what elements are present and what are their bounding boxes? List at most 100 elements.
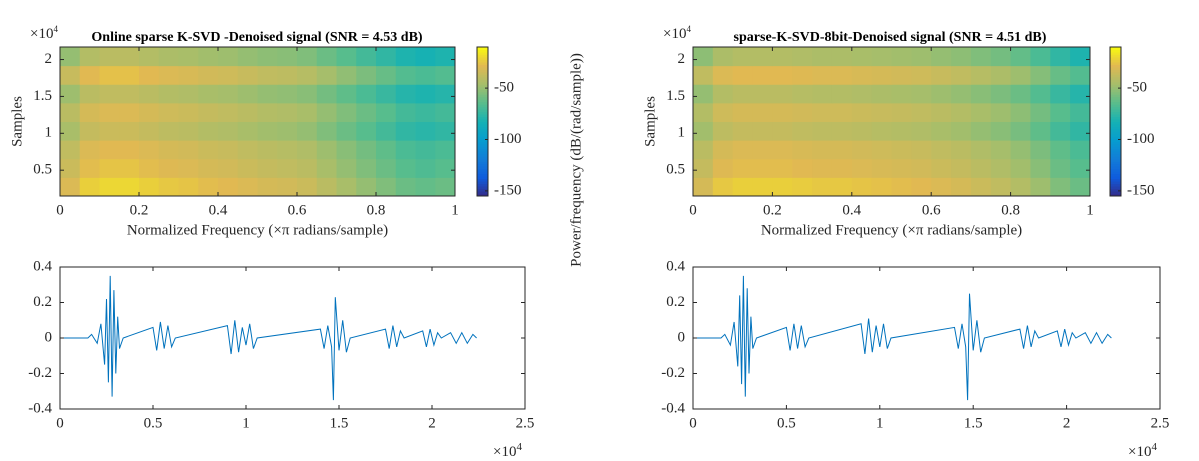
heatmap-cell (792, 47, 813, 67)
colorbar-swatch (477, 96, 488, 100)
heatmap-cell (119, 102, 140, 122)
heatmap-cell (178, 65, 199, 85)
colorbar-swatch (1110, 119, 1121, 122)
heatmap-cell (831, 140, 853, 160)
x-scale-label: ×104 (1128, 441, 1157, 461)
heatmap-cell (851, 47, 873, 67)
heatmap-cell (158, 47, 179, 67)
heatmap-cell (158, 65, 179, 85)
colorbar-swatch (1110, 84, 1121, 88)
heatmap-cell (139, 158, 160, 178)
colorbar-swatch (477, 153, 488, 157)
heatmap-cell (316, 140, 337, 160)
axes-box (692, 46, 1091, 197)
heatmap-cell (297, 140, 318, 160)
x-scale-label: ×104 (493, 441, 522, 461)
heatmap-cell (1030, 102, 1051, 122)
colorbar-swatch (1110, 104, 1121, 108)
colorbar-swatch (1110, 74, 1121, 78)
heatmap-cell (1070, 158, 1091, 178)
colorbar-swatch (477, 47, 488, 50)
heatmap-cell (772, 158, 793, 178)
heatmap-cell (772, 102, 793, 122)
heatmap-cell (871, 65, 892, 85)
colorbar-swatch (477, 181, 488, 185)
y-tick-label: 1 (45, 125, 53, 141)
heatmap-cell (435, 140, 456, 160)
heatmap-cell (316, 158, 337, 178)
heatmap-cell (1070, 121, 1091, 141)
heatmap-cell (237, 140, 258, 160)
heatmap-cell (356, 177, 377, 197)
colorbar-swatch (1110, 109, 1121, 113)
colorbar-swatch (477, 151, 488, 155)
heatmap-cell (772, 47, 793, 67)
colorbar-swatch (477, 168, 488, 172)
heatmap-cell (395, 84, 416, 104)
heatmap-cell (395, 47, 416, 67)
heatmap-cell (732, 65, 754, 85)
heatmap-cell (415, 121, 436, 141)
y-tick-label: 1 (678, 125, 686, 141)
heatmap-cell (376, 65, 397, 85)
heatmap-cell (99, 121, 120, 141)
y-tick-label: 2 (678, 51, 686, 67)
y-tick-label: 0.4 (666, 258, 685, 274)
colorbar-swatch (477, 171, 488, 175)
heatmap-cell (1010, 102, 1031, 122)
colorbar-swatch (477, 173, 488, 177)
heatmap-cell (336, 177, 357, 197)
y-axis-label: Samples (642, 96, 658, 147)
y-scale-label: ×104 (663, 24, 691, 42)
heatmap-cell (79, 47, 100, 67)
colorbar-swatch (1110, 188, 1121, 192)
heatmap-cell (792, 177, 813, 197)
colorbar-swatch (477, 141, 488, 145)
colorbar-swatch (1110, 176, 1121, 180)
colorbar-swatch (1110, 128, 1121, 132)
heatmap-cell (119, 158, 140, 178)
heatmap-cell (732, 158, 754, 178)
heatmap-cell (395, 102, 416, 122)
heatmap-cell (990, 102, 1012, 122)
heatmap-cell (772, 84, 793, 104)
colorbar-swatch (1110, 141, 1121, 145)
heatmap-cell (178, 177, 199, 197)
heatmap-cell (218, 102, 239, 122)
heatmap-cell (1050, 140, 1071, 160)
chart-title: sparse-K-SVD-8bit-Denoised signal (SNR =… (734, 30, 1047, 45)
heatmap-cell (277, 84, 298, 104)
heatmap-cell (712, 65, 734, 85)
heatmap-cell (435, 102, 456, 122)
x-tick-label: 2.5 (1151, 415, 1170, 431)
heatmap-cell (911, 121, 932, 141)
heatmap-cell (198, 47, 219, 67)
y-tick-label: 0.2 (33, 294, 52, 310)
colorbar-swatch (1110, 79, 1121, 83)
heatmap-cell (178, 140, 199, 160)
colorbar-swatch (477, 74, 488, 78)
colorbar-swatch (1110, 114, 1121, 118)
heatmap-cell (911, 140, 932, 160)
colorbar-swatch (477, 114, 488, 118)
heatmap-cell (970, 158, 992, 178)
heatmap-cell (356, 140, 377, 160)
colorbar-swatch (1110, 193, 1121, 197)
colorbar-swatch (1110, 49, 1121, 53)
heatmap-cell (277, 158, 298, 178)
heatmap-cell (356, 121, 377, 141)
colorbar-swatch (1110, 51, 1121, 55)
heatmap-cell (1050, 65, 1071, 85)
heatmap-cell (435, 177, 456, 197)
colorbar-swatch (477, 86, 488, 90)
y-scale-power: 4 (686, 24, 691, 34)
heatmap-cell (257, 140, 278, 160)
heatmap-cell (277, 140, 298, 160)
heatmap-cell (693, 102, 714, 122)
y-tick-label: -0.2 (661, 365, 685, 381)
heatmap-cell (60, 158, 81, 178)
heatmap-cell (60, 140, 81, 160)
colorbar-tick-label: -100 (1127, 131, 1155, 147)
heatmap-cell (891, 140, 912, 160)
heatmap-cell (257, 65, 278, 85)
